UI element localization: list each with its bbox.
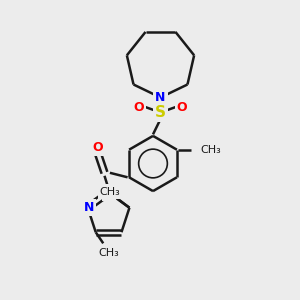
Text: CH₃: CH₃ [200, 145, 221, 155]
Text: N: N [155, 91, 166, 104]
Text: O: O [134, 100, 144, 114]
Text: O: O [93, 141, 103, 154]
Text: N: N [103, 186, 114, 199]
Text: CH₃: CH₃ [99, 248, 120, 258]
Text: CH₃: CH₃ [100, 187, 120, 197]
Text: N: N [84, 201, 94, 214]
Text: S: S [155, 105, 166, 120]
Text: O: O [177, 100, 188, 114]
